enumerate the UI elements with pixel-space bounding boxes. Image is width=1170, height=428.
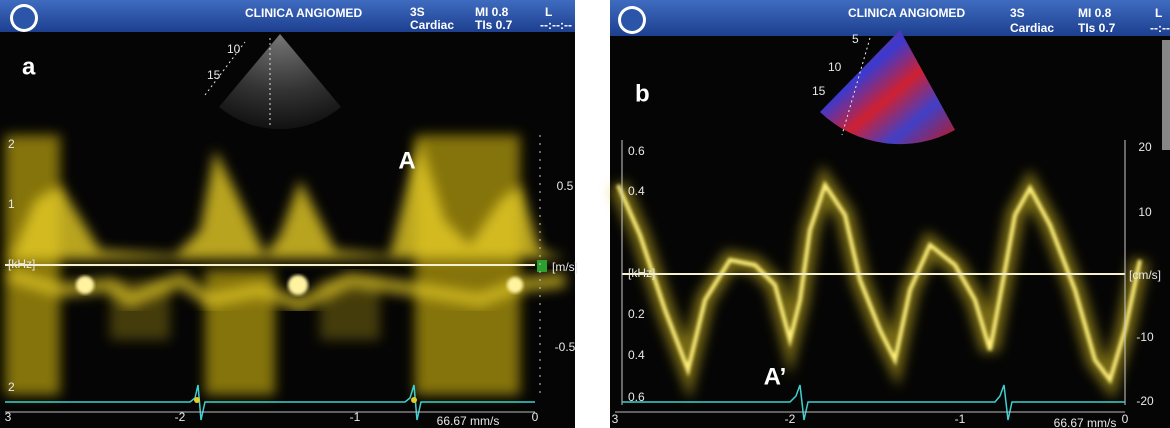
panel-label: a: [22, 53, 36, 80]
time-axis-label: 0: [1122, 412, 1129, 426]
cursor-line: [841, 37, 871, 136]
velocity-scale-label: [m/s]: [552, 260, 578, 274]
ecg-trace: [622, 384, 1125, 421]
velocity-scale-label: -10: [1136, 330, 1154, 344]
velocity-scale-label: [cm/s]: [1129, 268, 1161, 282]
frequency-scale-label: [kHz]: [628, 266, 655, 280]
sweep-speed: 66.67 mm/s: [1054, 416, 1117, 428]
doppler-spectrum-a: [5, 135, 566, 395]
ecg-marker: [411, 397, 417, 403]
baseline-marker: [537, 260, 547, 272]
header-tis: TIs 0.7: [1078, 21, 1116, 35]
panel-b-header-bar: [610, 0, 1170, 36]
frequency-scale-label: [kHz]: [8, 257, 35, 271]
header-preset: Cardiac: [410, 18, 454, 32]
header-mi: MI 0.8: [1078, 6, 1112, 20]
frequency-scale-label: 2: [8, 380, 15, 394]
time-axis-label: 0: [532, 410, 539, 424]
depth-label: 10: [227, 42, 241, 56]
header-site: CLINICA ANGIOMED: [245, 6, 362, 20]
header-tis: TIs 0.7: [475, 18, 513, 32]
frequency-scale-label: 0.2: [628, 307, 645, 321]
velocity-scale-label: 10: [1138, 205, 1152, 219]
header-site: CLINICA ANGIOMED: [848, 6, 965, 20]
depth-ruler: [204, 41, 246, 96]
color-bar: [1162, 40, 1170, 150]
header-orientation: L: [1155, 6, 1162, 20]
header-time: --:--:--: [540, 18, 572, 32]
time-axis-label: 3: [5, 410, 12, 424]
header-probe: 3S: [1010, 6, 1025, 20]
frequency-scale-label: 0.4: [628, 348, 645, 362]
annotation: A’: [764, 363, 787, 390]
header-preset: Cardiac: [1010, 21, 1054, 35]
color-doppler-sector: [820, 30, 955, 145]
time-axis-label: -2: [175, 410, 186, 424]
frequency-scale-label: 2: [8, 137, 15, 151]
velocity-scale-label: -20: [1136, 394, 1154, 408]
depth-label: 10: [828, 60, 842, 74]
depth-label: 15: [812, 84, 826, 98]
frequency-scale-label: 0.6: [628, 390, 645, 404]
frequency-scale-label: 0.4: [628, 184, 645, 198]
sweep-speed: 66.67 mm/s: [437, 414, 500, 428]
time-axis-label: -1: [350, 410, 361, 424]
annotation: A: [398, 147, 415, 174]
time-axis-label: -2: [785, 412, 796, 426]
time-axis-label: -1: [955, 412, 966, 426]
header-mi: MI 0.8: [475, 5, 509, 19]
ecg-trace: [5, 384, 535, 421]
velocity-scale-label: -0.5: [555, 340, 576, 354]
depth-label: 15: [207, 68, 221, 82]
b-mode-sector: [219, 34, 341, 130]
depth-label: 5: [852, 32, 859, 46]
doppler-spectrum-b: [609, 164, 1149, 401]
header-probe: 3S: [410, 5, 425, 19]
frequency-scale-label: 0.6: [628, 144, 645, 158]
panel-a-header-bar: [0, 0, 575, 32]
panel-label: b: [635, 80, 650, 107]
frequency-scale-label: 1: [8, 197, 15, 211]
time-axis-label: 3: [612, 412, 619, 426]
velocity-scale-label: 20: [1138, 140, 1152, 154]
ge-logo-inner: [13, 7, 35, 29]
ecg-marker: [194, 397, 200, 403]
velocity-scale-label: 0.5: [557, 179, 574, 193]
header-orientation: L: [545, 5, 552, 19]
ge-logo-inner: [621, 9, 643, 31]
header-time: --:--:--: [1150, 21, 1170, 35]
